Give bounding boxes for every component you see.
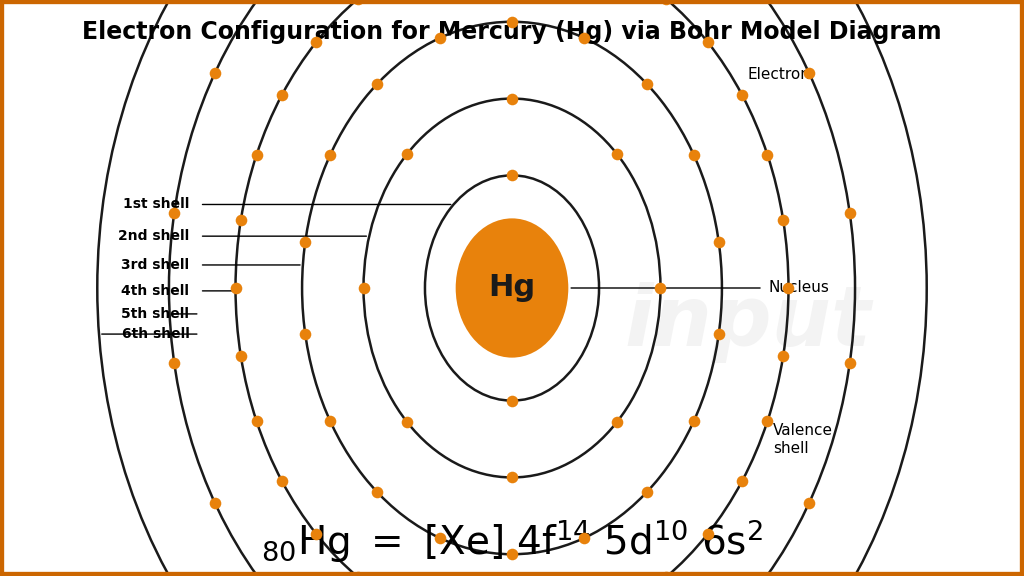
Point	[504, 94, 520, 103]
Point	[322, 150, 338, 160]
Point	[842, 358, 858, 367]
Point	[733, 477, 750, 486]
Point	[609, 418, 626, 427]
Point	[432, 33, 449, 43]
Point	[350, 0, 367, 3]
Point	[775, 351, 792, 361]
Point	[297, 237, 313, 247]
Point	[652, 283, 669, 293]
Point	[398, 149, 415, 158]
Point	[355, 283, 372, 293]
Point	[711, 237, 727, 247]
Point	[227, 283, 244, 293]
Point	[249, 150, 265, 160]
Point	[801, 69, 817, 78]
Point	[207, 498, 223, 507]
Point	[297, 329, 313, 339]
Point	[308, 529, 325, 539]
Text: 5th shell: 5th shell	[122, 307, 189, 321]
Text: 3rd shell: 3rd shell	[121, 258, 189, 272]
Point	[699, 37, 716, 47]
Point	[686, 150, 702, 160]
Point	[166, 358, 182, 367]
Text: 2nd shell: 2nd shell	[118, 229, 189, 243]
Point	[780, 283, 797, 293]
Point	[322, 416, 338, 426]
Point	[775, 215, 792, 225]
Point	[274, 90, 291, 99]
Point	[609, 149, 626, 158]
Point	[575, 533, 592, 543]
Point	[504, 17, 520, 26]
Point	[504, 473, 520, 482]
Text: Electron: Electron	[748, 67, 810, 82]
Point	[699, 529, 716, 539]
Point	[639, 487, 655, 497]
Point	[249, 416, 265, 426]
Text: Hg: Hg	[488, 274, 536, 302]
Text: Electron Configuration for Mercury (Hg) via Bohr Model Diagram: Electron Configuration for Mercury (Hg) …	[82, 20, 942, 44]
Point	[733, 90, 750, 99]
Point	[398, 418, 415, 427]
Point	[207, 69, 223, 78]
Point	[350, 573, 367, 576]
Text: 1st shell: 1st shell	[123, 198, 189, 211]
Text: 6th shell: 6th shell	[122, 327, 189, 341]
Point	[801, 498, 817, 507]
Point	[842, 209, 858, 218]
Text: input: input	[624, 282, 871, 363]
Point	[504, 396, 520, 406]
Point	[686, 416, 702, 426]
Ellipse shape	[456, 218, 568, 358]
Point	[657, 573, 674, 576]
Point	[166, 209, 182, 218]
Point	[432, 533, 449, 543]
Point	[504, 170, 520, 180]
Point	[759, 416, 775, 426]
Point	[308, 37, 325, 47]
Point	[274, 477, 291, 486]
Text: Valence
shell: Valence shell	[773, 423, 834, 456]
Point	[232, 351, 249, 361]
Point	[575, 33, 592, 43]
Point	[657, 0, 674, 3]
Text: $_{\mathregular{80}}$Hg $=$ [Xe] 4f$^{\mathregular{14}}$ 5d$^{\mathregular{10}}$: $_{\mathregular{80}}$Hg $=$ [Xe] 4f$^{\m…	[261, 518, 763, 565]
Text: Nucleus: Nucleus	[768, 281, 828, 295]
Point	[639, 79, 655, 89]
Point	[504, 550, 520, 559]
Point	[759, 150, 775, 160]
Point	[369, 487, 385, 497]
Point	[369, 79, 385, 89]
Text: 4th shell: 4th shell	[122, 284, 189, 298]
Point	[232, 215, 249, 225]
Point	[711, 329, 727, 339]
